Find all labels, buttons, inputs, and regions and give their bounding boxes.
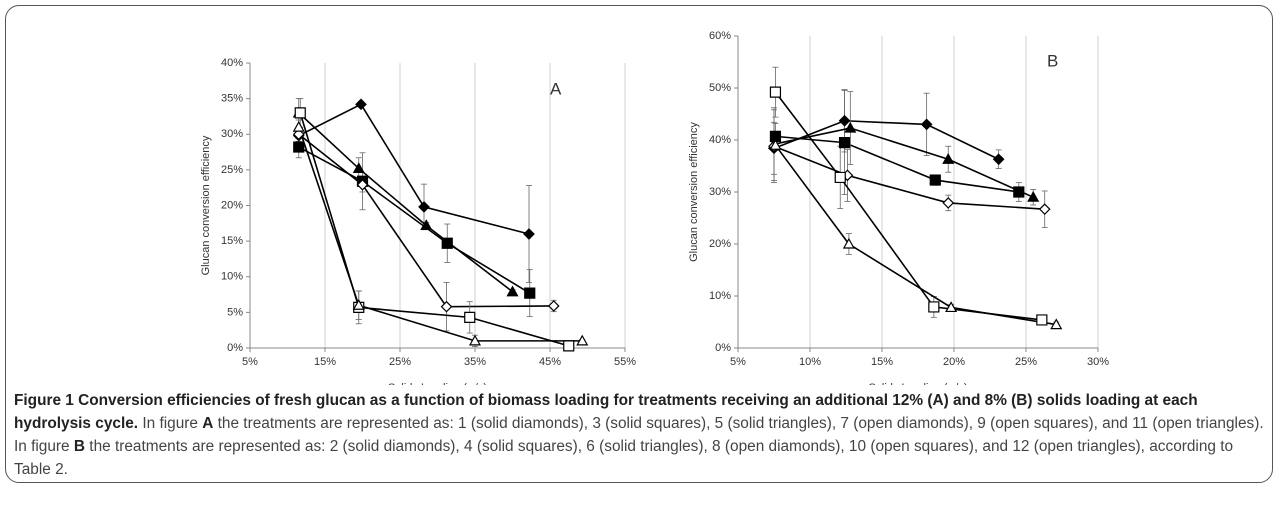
- y-axis-label: Glucan conversion efficiency: [688, 122, 700, 262]
- marker-diamond: [440, 300, 453, 313]
- marker-triangle: [842, 237, 855, 249]
- y-tick-label: 50%: [709, 82, 731, 94]
- y-tick-label: 40%: [221, 57, 243, 69]
- marker-square: [769, 130, 782, 142]
- marker-diamond: [355, 98, 367, 111]
- caption-text: In figure: [138, 415, 203, 432]
- y-tick-label: 60%: [709, 30, 731, 42]
- series-line: [298, 112, 513, 293]
- y-axis-label: Glucan conversion efficiency: [200, 135, 212, 275]
- y-tick-label: 30%: [709, 186, 731, 198]
- series-line: [773, 145, 1045, 210]
- marker-triangle: [1050, 318, 1063, 330]
- x-tick-label: 25%: [389, 356, 411, 368]
- marker-diamond: [942, 197, 955, 209]
- marker-triangle: [420, 219, 433, 231]
- series-line: [773, 119, 999, 160]
- marker-triangle: [506, 285, 519, 297]
- panel-label: A: [550, 79, 562, 98]
- marker-square: [464, 311, 476, 323]
- series-line: [298, 103, 530, 235]
- y-tick-label: 0%: [715, 342, 731, 354]
- series-line: [297, 126, 583, 342]
- marker-diamond: [356, 178, 369, 191]
- marker-triangle: [1027, 190, 1040, 202]
- series-line: [298, 133, 554, 308]
- x-tick-label: 10%: [799, 356, 821, 368]
- y-tick-label: 20%: [221, 199, 243, 211]
- x-tick-label: 15%: [314, 356, 336, 368]
- caption-panel: A: [202, 415, 214, 432]
- marker-diamond: [920, 118, 933, 131]
- x-tick-label: 45%: [539, 356, 561, 368]
- y-tick-label: 35%: [221, 93, 243, 105]
- marker-triangle: [468, 334, 482, 346]
- marker-square: [441, 237, 453, 249]
- caption-text: the treatments are represented as: 2 (so…: [14, 438, 1234, 478]
- y-tick-label: 10%: [709, 290, 731, 302]
- x-axis-label: Solids Loading (w/v): [868, 382, 967, 385]
- marker-square: [293, 141, 305, 153]
- y-tick-label: 25%: [221, 164, 243, 176]
- marker-triangle: [352, 162, 365, 174]
- marker-square: [563, 340, 575, 352]
- y-tick-label: 40%: [709, 134, 731, 146]
- marker-triangle: [945, 301, 958, 313]
- marker-square: [294, 107, 306, 119]
- y-tick-label: 30%: [221, 128, 243, 140]
- marker-triangle: [576, 334, 589, 346]
- marker-square: [928, 301, 940, 313]
- caption-text: the treatments are represented as: 1 (so…: [14, 415, 1264, 455]
- series-line: [299, 112, 569, 347]
- x-axis-label: Solids Loading (w/v): [388, 382, 487, 385]
- marker-diamond: [992, 153, 1005, 166]
- marker-square: [834, 171, 846, 184]
- series-line: [773, 127, 1034, 198]
- marker-square: [929, 174, 941, 186]
- y-tick-label: 5%: [227, 306, 243, 318]
- marker-triangle: [352, 299, 365, 310]
- marker-triangle: [292, 120, 305, 132]
- x-tick-label: 5%: [242, 356, 258, 368]
- x-tick-label: 20%: [943, 356, 965, 368]
- x-tick-label: 25%: [1015, 356, 1037, 368]
- x-tick-label: 5%: [730, 356, 746, 368]
- x-tick-label: 30%: [1087, 356, 1109, 368]
- series-line: [775, 135, 1019, 193]
- marker-triangle: [769, 138, 782, 150]
- y-tick-label: 0%: [227, 342, 243, 354]
- y-tick-label: 10%: [221, 271, 243, 283]
- marker-square: [1036, 314, 1048, 326]
- y-tick-label: 15%: [221, 235, 243, 247]
- marker-diamond: [838, 114, 851, 127]
- y-tick-label: 20%: [709, 238, 731, 250]
- marker-diamond: [523, 228, 535, 240]
- caption: Figure 1 Conversion efficiencies of fres…: [14, 389, 1264, 481]
- marker-square: [769, 86, 782, 98]
- x-tick-label: 15%: [871, 356, 893, 368]
- x-tick-label: 35%: [464, 356, 486, 368]
- caption-panel: B: [73, 438, 86, 455]
- marker-square: [838, 137, 851, 149]
- marker-diamond: [292, 128, 305, 141]
- x-tick-label: 55%: [614, 356, 636, 368]
- series-line: [774, 144, 1057, 326]
- marker-diamond: [547, 300, 560, 312]
- marker-diamond: [1038, 203, 1051, 216]
- figure-frame: [5, 5, 1273, 483]
- marker-triangle: [942, 153, 955, 164]
- panel-label: B: [1047, 51, 1058, 70]
- marker-diamond: [418, 201, 430, 213]
- marker-square: [1013, 186, 1025, 198]
- caption-title: Figure 1 Conversion efficiencies of fres…: [14, 392, 1198, 432]
- marker-square: [524, 287, 536, 299]
- series-line: [298, 146, 531, 294]
- charts: 5% 15% 25% 35% 45% 55% 0% 5% 10% 15% 20% 25% 30% 35% 4…: [200, 30, 1109, 385]
- marker-triangle: [844, 121, 857, 133]
